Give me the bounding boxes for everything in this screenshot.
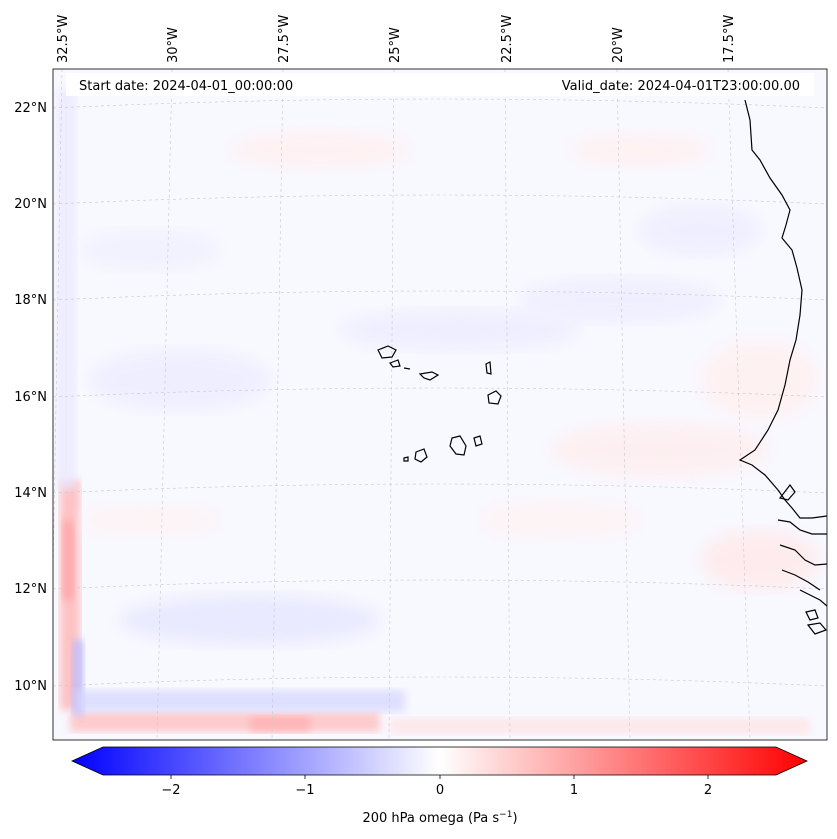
island-maio bbox=[473, 435, 483, 447]
colorbar-tick-label: −2 bbox=[161, 783, 180, 798]
header-strip bbox=[66, 73, 814, 96]
lat-label: 16°N bbox=[14, 390, 47, 405]
island-sao-vicente bbox=[389, 359, 401, 368]
lon-labels: 32.5°W 30°W 27.5°W 25°W 22.5°W 20°W 17.5… bbox=[56, 15, 737, 63]
lon-label: 30°W bbox=[166, 27, 181, 63]
colorbar-bar bbox=[71, 746, 808, 776]
island-santa-luzia bbox=[403, 367, 411, 370]
colorbar-tick-label: 2 bbox=[704, 783, 712, 798]
island-sal bbox=[485, 361, 492, 375]
island-brava bbox=[403, 456, 409, 462]
colorbar-label-sup: −1 bbox=[499, 810, 512, 820]
island-santo-antao bbox=[377, 345, 397, 359]
island-sao-nicolau bbox=[418, 371, 440, 381]
lon-label: 25°W bbox=[388, 27, 403, 63]
lat-label: 18°N bbox=[14, 293, 47, 308]
lon-label: 22.5°W bbox=[500, 15, 515, 63]
lat-label: 10°N bbox=[14, 679, 47, 694]
start-date: Start date: 2024-04-01_00:00:00 bbox=[79, 79, 293, 94]
island-fogo bbox=[414, 448, 428, 463]
colorbar-label: 200 hPa omega (Pa s−1) bbox=[362, 810, 517, 826]
island-boa-vista bbox=[487, 390, 502, 405]
colorbar: −2 −1 0 1 2 200 hPa omega (Pa s−1) bbox=[71, 746, 808, 826]
colorbar-tick-label: 1 bbox=[570, 783, 578, 798]
colorbar-ticks bbox=[170, 775, 709, 779]
lat-label: 20°N bbox=[14, 197, 47, 212]
lon-label: 20°W bbox=[611, 27, 626, 63]
lat-labels: 22°N 20°N 18°N 16°N 14°N 12°N 10°N bbox=[14, 101, 47, 694]
lat-label: 22°N bbox=[14, 101, 47, 116]
lon-label: 17.5°W bbox=[722, 15, 737, 63]
lat-label: 14°N bbox=[14, 486, 47, 501]
valid-date: Valid_date: 2024-04-01T23:00:00.00 bbox=[562, 79, 800, 94]
coastline bbox=[738, 99, 827, 635]
colorbar-tick-label: −1 bbox=[295, 783, 314, 798]
omega-field bbox=[56, 90, 820, 734]
colorbar-label-main: 200 hPa omega (Pa s bbox=[362, 811, 499, 826]
colorbar-label-close: ) bbox=[512, 811, 517, 826]
colorbar-tick-label: 0 bbox=[436, 783, 444, 798]
island-santiago bbox=[449, 435, 467, 456]
lon-label: 32.5°W bbox=[56, 15, 71, 63]
graticule bbox=[53, 69, 827, 740]
islands bbox=[377, 345, 502, 463]
lat-label: 12°N bbox=[14, 582, 47, 597]
map-frame bbox=[52, 68, 828, 741]
lon-label: 27.5°W bbox=[277, 15, 292, 63]
